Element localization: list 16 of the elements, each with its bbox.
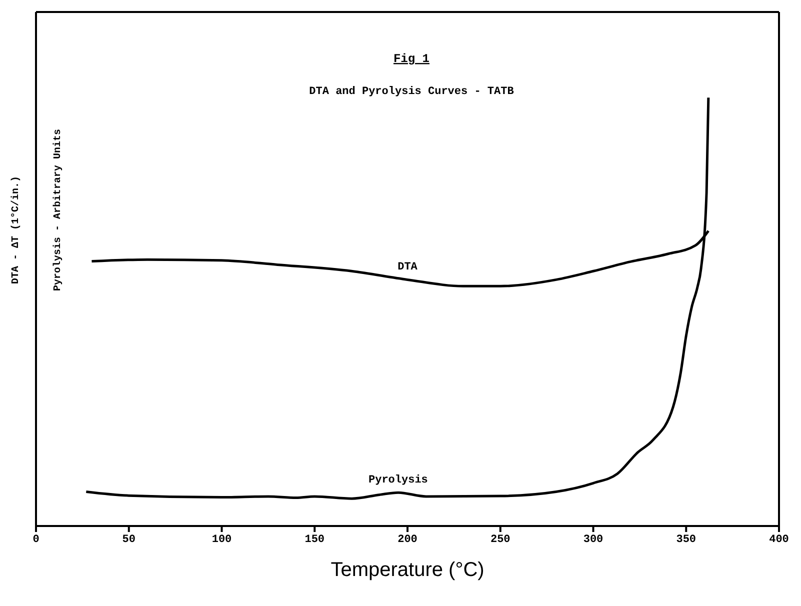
x-axis-title: Temperature (°C) [330, 559, 484, 581]
y-axis-title: DTA - ΔT (1°C/in.) [10, 176, 22, 284]
x-tick-label: 350 [676, 534, 696, 546]
x-tick-label: 250 [490, 534, 510, 546]
y2-axis-title: Pyrolysis - Arbitrary Units [52, 128, 64, 292]
x-tick-label: 0 [32, 534, 40, 546]
series-label: DTA [398, 262, 418, 274]
x-tick-label: 100 [212, 534, 232, 546]
x-tick-label: 400 [769, 534, 789, 546]
series-label: Pyrolysis [368, 474, 428, 487]
x-tick-label: 300 [583, 534, 604, 546]
x-tick-label: 150 [304, 534, 325, 546]
x-tick-label: 200 [398, 534, 418, 546]
chart-title: Fig 1 [393, 52, 430, 66]
chart-subtitle: DTA and Pyrolysis Curves - TATB [309, 86, 514, 98]
x-tick-label: 50 [122, 534, 136, 546]
